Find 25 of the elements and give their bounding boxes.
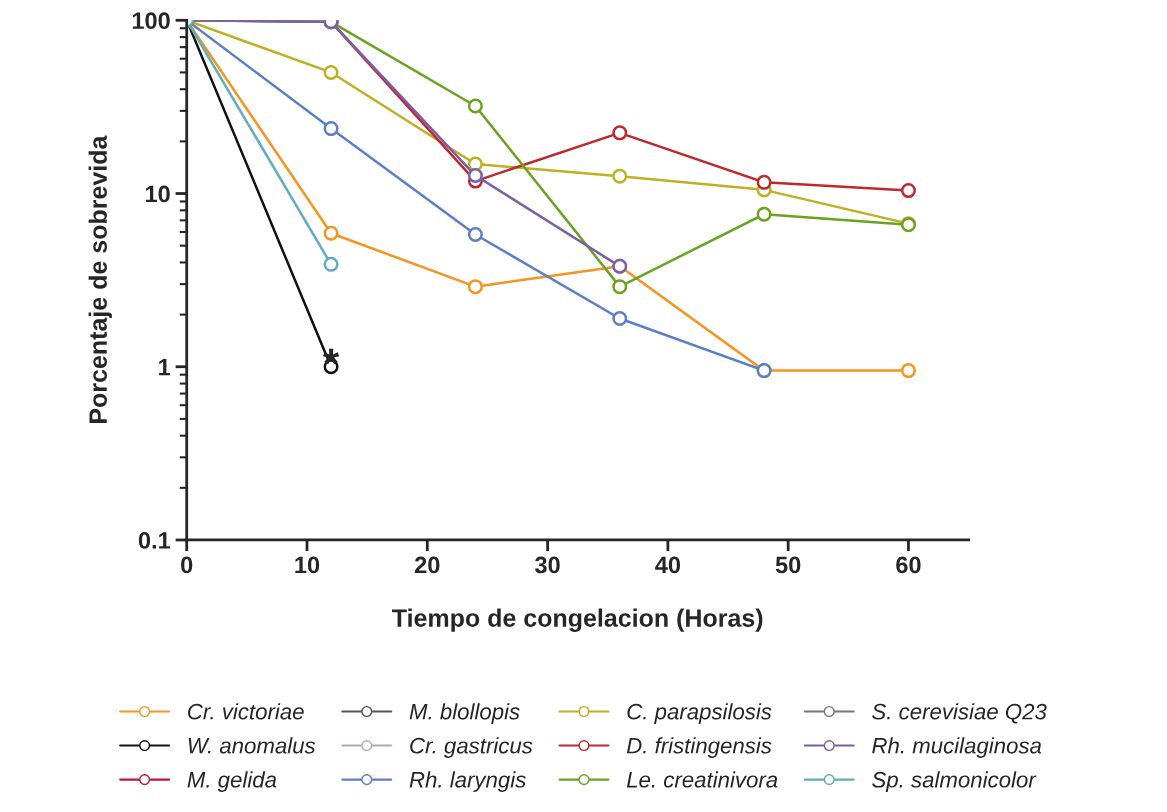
legend-label: Rh. mucilaginosa xyxy=(872,737,1042,758)
x-tick-label: 60 xyxy=(896,556,921,574)
x-tick-label: 10 xyxy=(295,556,320,574)
legend-label: S. cerevisiae Q23 xyxy=(872,703,1047,724)
legend-label: Le. creatinivora xyxy=(626,771,778,788)
y-tick-label: 10 xyxy=(145,185,170,203)
legend-label: W. anomalus xyxy=(188,737,316,754)
legend-label: Sp. salmonicolor xyxy=(872,771,1037,792)
x-tick-label: 0 xyxy=(181,556,193,574)
x-tick-label: 30 xyxy=(535,556,560,574)
legend-label: Cr. victoriae xyxy=(188,703,304,720)
legend-label: M. gelida xyxy=(187,771,277,792)
y-tick-label: 100 xyxy=(132,12,170,30)
legend-label: D. fristingensis xyxy=(626,737,772,758)
legend-label: M. blollopis xyxy=(409,703,520,724)
x-axis-title: Tiempo de congelacion (Horas) xyxy=(392,608,763,632)
y-tick-label: 0.1 xyxy=(138,532,171,549)
legend-label: Cr. gastricus xyxy=(410,737,533,758)
legend-label: C. parapsilosis xyxy=(627,703,772,724)
legend-label: Rh. laryngis xyxy=(409,771,526,792)
x-tick-label: 50 xyxy=(775,556,801,574)
x-tick-label: 20 xyxy=(414,556,440,574)
y-tick-label: 1 xyxy=(159,359,171,376)
y-axis-title: Porcentaje de sobrevida xyxy=(88,135,112,423)
x-tick-label: 40 xyxy=(655,556,681,574)
